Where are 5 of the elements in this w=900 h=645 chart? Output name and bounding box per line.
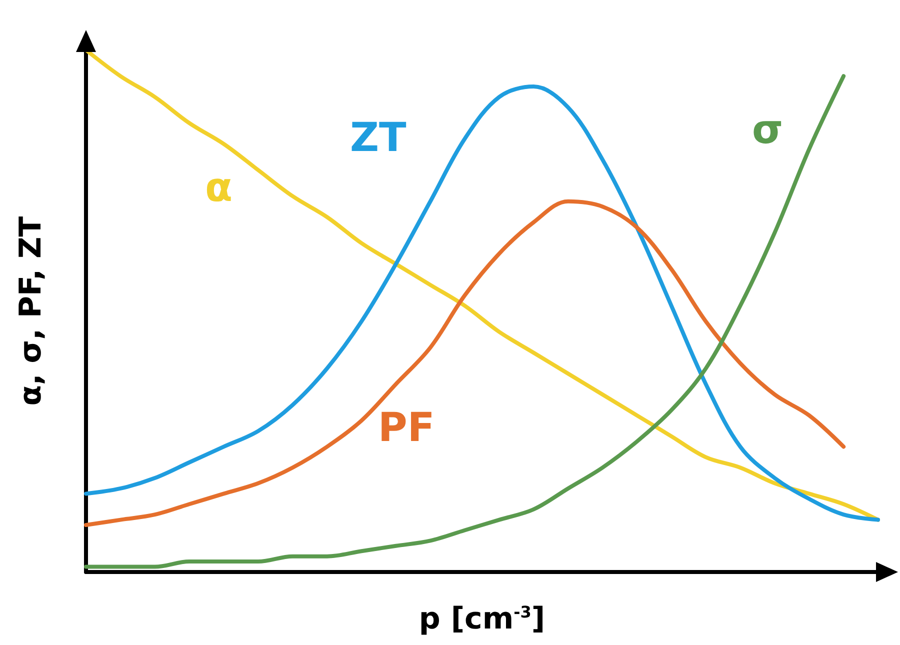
series-label: PF (378, 405, 435, 451)
series-label: α (205, 165, 232, 211)
y-axis-title: α, σ, PF, ZT (14, 216, 48, 406)
series-label: σ (752, 107, 784, 153)
series-label: ZT (350, 115, 408, 161)
